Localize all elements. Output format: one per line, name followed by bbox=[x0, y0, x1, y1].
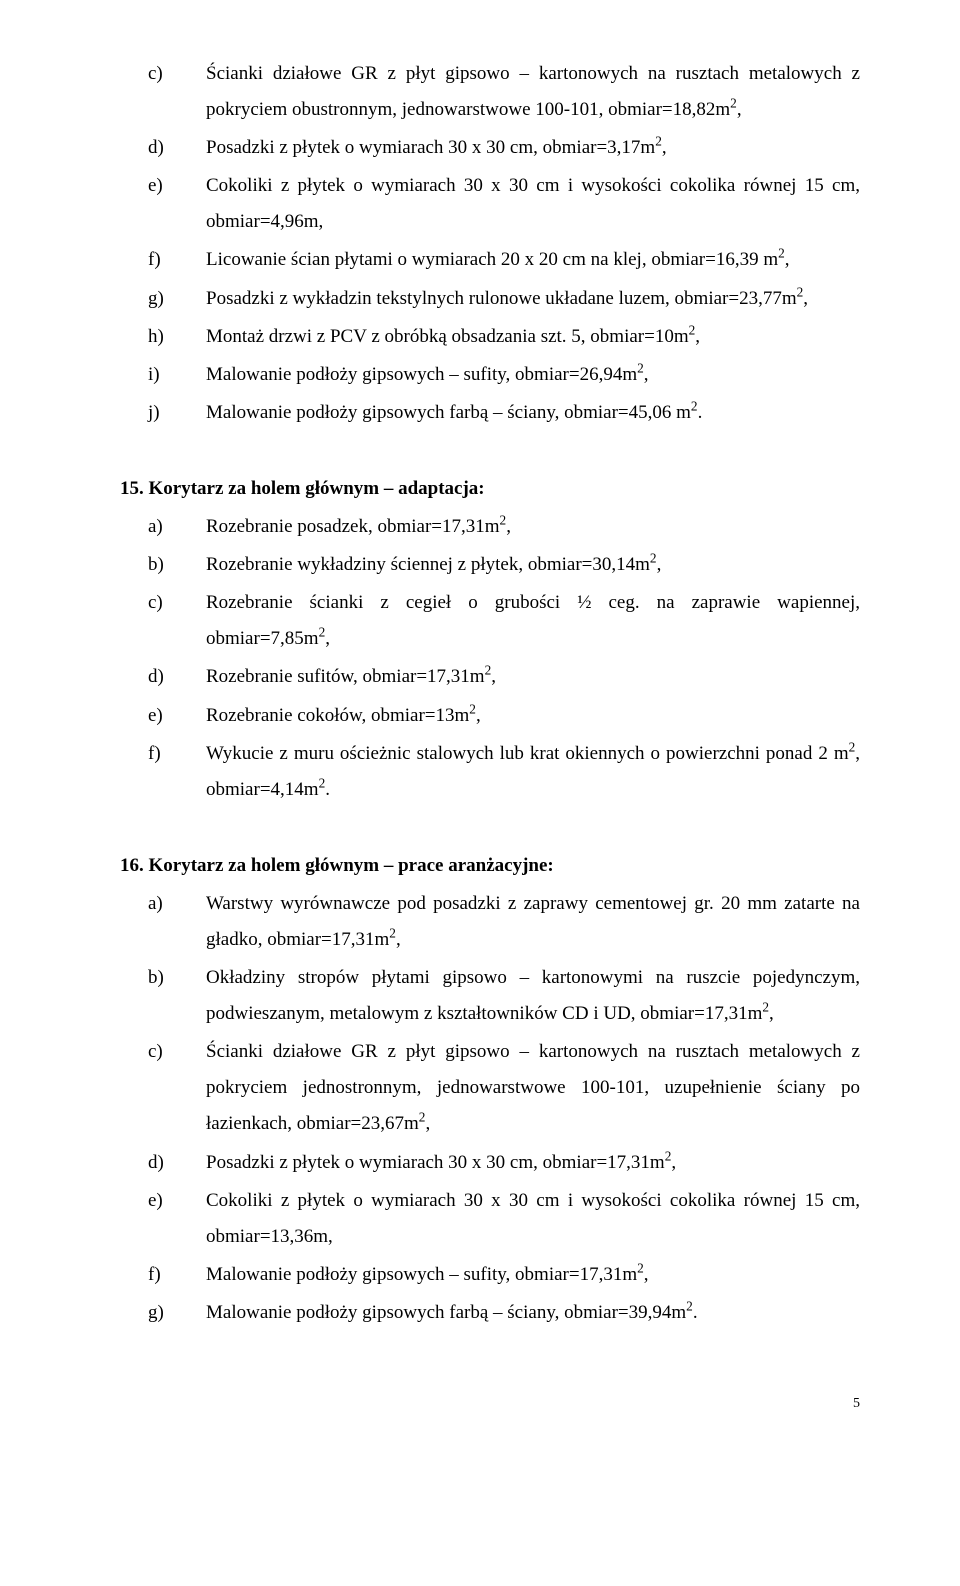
list-item: a)Warstwy wyrównawcze pod posadzki z zap… bbox=[120, 886, 860, 958]
list-item-marker: e) bbox=[120, 698, 206, 734]
list-item: j)Malowanie podłoży gipsowych farbą – śc… bbox=[120, 395, 860, 431]
list-item-marker: d) bbox=[120, 659, 206, 695]
list-item: d)Posadzki z płytek o wymiarach 30 x 30 … bbox=[120, 1145, 860, 1181]
list-item: f)Licowanie ścian płytami o wymiarach 20… bbox=[120, 242, 860, 278]
list-item-text: Ścianki działowe GR z płyt gipsowo – kar… bbox=[206, 56, 860, 128]
list-items-16: a)Warstwy wyrównawcze pod posadzki z zap… bbox=[120, 886, 860, 1331]
list-item-text: Montaż drzwi z PCV z obróbką obsadzania … bbox=[206, 319, 860, 355]
section-14-continued: c)Ścianki działowe GR z płyt gipsowo – k… bbox=[120, 56, 860, 431]
list-item-marker: f) bbox=[120, 736, 206, 808]
list-item-text: Posadzki z płytek o wymiarach 30 x 30 cm… bbox=[206, 1145, 860, 1181]
list-item: g)Posadzki z wykładzin tekstylnych rulon… bbox=[120, 281, 860, 317]
list-item-marker: c) bbox=[120, 585, 206, 657]
list-item-marker: b) bbox=[120, 960, 206, 1032]
list-item-text: Rozebranie sufitów, obmiar=17,31m2, bbox=[206, 659, 860, 695]
list-item-marker: f) bbox=[120, 242, 206, 278]
list-item-marker: a) bbox=[120, 509, 206, 545]
list-item-text: Cokoliki z płytek o wymiarach 30 x 30 cm… bbox=[206, 168, 860, 240]
list-item-marker: c) bbox=[120, 56, 206, 128]
list-item: b)Okładziny stropów płytami gipsowo – ka… bbox=[120, 960, 860, 1032]
list-item-marker: j) bbox=[120, 395, 206, 431]
section-15: 15. Korytarz za holem głównym – adaptacj… bbox=[120, 471, 860, 808]
section-16-heading: 16. Korytarz za holem głównym – prace ar… bbox=[120, 848, 860, 884]
list-item: c)Rozebranie ścianki z cegieł o grubości… bbox=[120, 585, 860, 657]
list-item-text: Posadzki z płytek o wymiarach 30 x 30 cm… bbox=[206, 130, 860, 166]
list-item: e)Rozebranie cokołów, obmiar=13m2, bbox=[120, 698, 860, 734]
list-item-text: Ścianki działowe GR z płyt gipsowo – kar… bbox=[206, 1034, 860, 1142]
list-item: e)Cokoliki z płytek o wymiarach 30 x 30 … bbox=[120, 168, 860, 240]
list-item-text: Warstwy wyrównawcze pod posadzki z zapra… bbox=[206, 886, 860, 958]
list-item-marker: i) bbox=[120, 357, 206, 393]
list-item: c)Ścianki działowe GR z płyt gipsowo – k… bbox=[120, 56, 860, 128]
list-item: h)Montaż drzwi z PCV z obróbką obsadzani… bbox=[120, 319, 860, 355]
list-item-text: Rozebranie ścianki z cegieł o grubości ½… bbox=[206, 585, 860, 657]
list-item-text: Rozebranie wykładziny ściennej z płytek,… bbox=[206, 547, 860, 583]
section-16: 16. Korytarz za holem głównym – prace ar… bbox=[120, 848, 860, 1331]
list-item: f)Wykucie z muru ościeżnic stalowych lub… bbox=[120, 736, 860, 808]
list-item-text: Cokoliki z płytek o wymiarach 30 x 30 cm… bbox=[206, 1183, 860, 1255]
list-item-marker: b) bbox=[120, 547, 206, 583]
list-item: b)Rozebranie wykładziny ściennej z płyte… bbox=[120, 547, 860, 583]
list-item-marker: c) bbox=[120, 1034, 206, 1142]
list-item: f)Malowanie podłoży gipsowych – sufity, … bbox=[120, 1257, 860, 1293]
list-item-marker: e) bbox=[120, 168, 206, 240]
list-item-text: Rozebranie cokołów, obmiar=13m2, bbox=[206, 698, 860, 734]
list-item: a)Rozebranie posadzek, obmiar=17,31m2, bbox=[120, 509, 860, 545]
list-item-text: Malowanie podłoży gipsowych farbą – ścia… bbox=[206, 395, 860, 431]
list-item: d)Posadzki z płytek o wymiarach 30 x 30 … bbox=[120, 130, 860, 166]
list-item-text: Malowanie podłoży gipsowych farbą – ścia… bbox=[206, 1295, 860, 1331]
section-15-heading: 15. Korytarz za holem głównym – adaptacj… bbox=[120, 471, 860, 507]
list-item: g)Malowanie podłoży gipsowych farbą – śc… bbox=[120, 1295, 860, 1331]
list-item-text: Okładziny stropów płytami gipsowo – kart… bbox=[206, 960, 860, 1032]
list-item-marker: d) bbox=[120, 130, 206, 166]
list-item: i)Malowanie podłoży gipsowych – sufity, … bbox=[120, 357, 860, 393]
list-item-text: Malowanie podłoży gipsowych – sufity, ob… bbox=[206, 357, 860, 393]
list-item-marker: h) bbox=[120, 319, 206, 355]
list-item-text: Licowanie ścian płytami o wymiarach 20 x… bbox=[206, 242, 860, 278]
list-item-marker: g) bbox=[120, 1295, 206, 1331]
list-item: e)Cokoliki z płytek o wymiarach 30 x 30 … bbox=[120, 1183, 860, 1255]
list-item-marker: e) bbox=[120, 1183, 206, 1255]
list-item-text: Posadzki z wykładzin tekstylnych rulonow… bbox=[206, 281, 860, 317]
page-number: 5 bbox=[120, 1391, 860, 1418]
list-item-text: Malowanie podłoży gipsowych – sufity, ob… bbox=[206, 1257, 860, 1293]
list-item: d)Rozebranie sufitów, obmiar=17,31m2, bbox=[120, 659, 860, 695]
list-items-14: c)Ścianki działowe GR z płyt gipsowo – k… bbox=[120, 56, 860, 431]
list-item-marker: f) bbox=[120, 1257, 206, 1293]
list-item-text: Rozebranie posadzek, obmiar=17,31m2, bbox=[206, 509, 860, 545]
list-item-marker: d) bbox=[120, 1145, 206, 1181]
list-items-15: a)Rozebranie posadzek, obmiar=17,31m2,b)… bbox=[120, 509, 860, 808]
list-item-marker: g) bbox=[120, 281, 206, 317]
list-item-text: Wykucie z muru ościeżnic stalowych lub k… bbox=[206, 736, 860, 808]
list-item-marker: a) bbox=[120, 886, 206, 958]
list-item: c)Ścianki działowe GR z płyt gipsowo – k… bbox=[120, 1034, 860, 1142]
